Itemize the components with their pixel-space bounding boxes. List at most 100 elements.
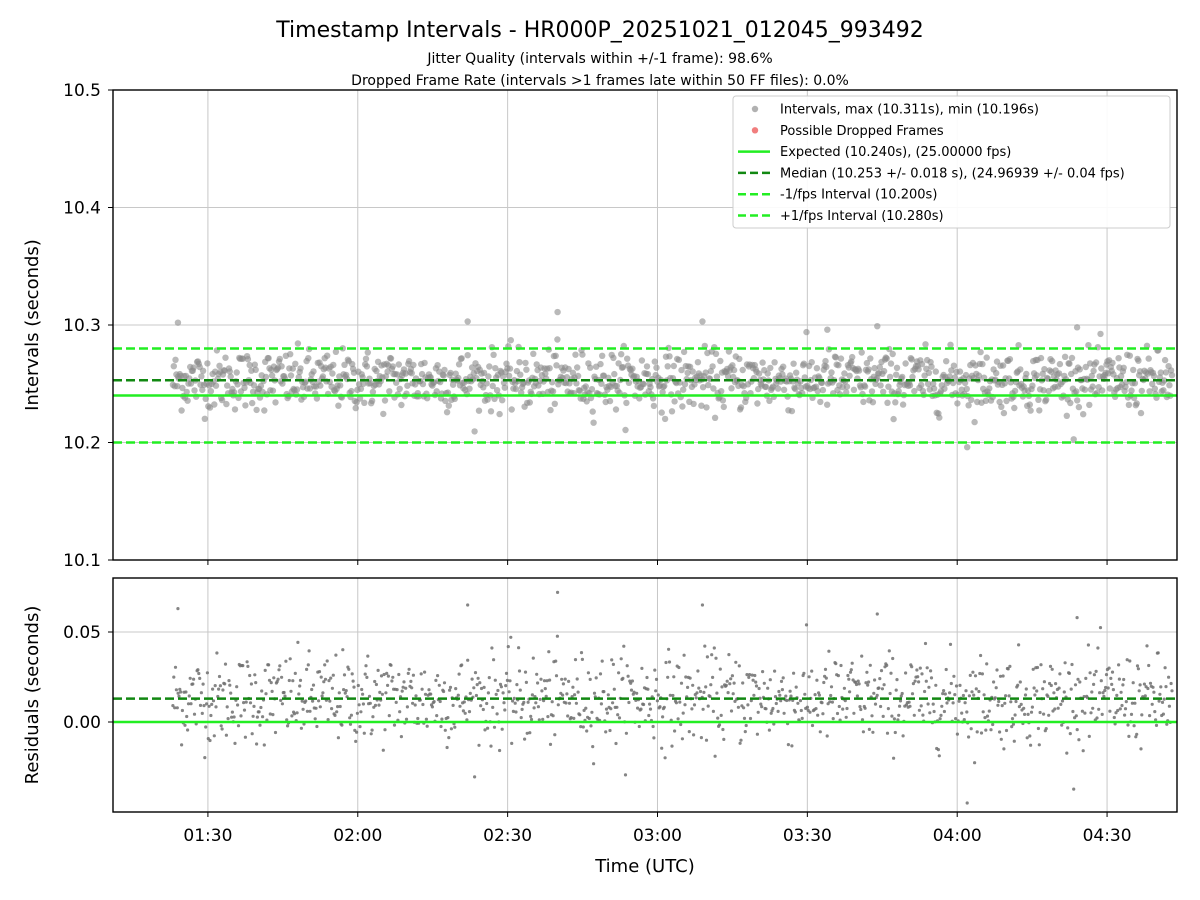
interval-point (190, 364, 197, 371)
residual-point (277, 668, 281, 672)
residual-point (578, 713, 582, 717)
residual-point (376, 668, 380, 673)
residual-point (629, 681, 633, 685)
residual-point (821, 712, 825, 716)
residual-point (554, 674, 559, 678)
residual-point (824, 676, 828, 680)
residual-point (611, 701, 615, 705)
residual-point (1075, 616, 1079, 620)
residual-point (716, 716, 720, 720)
intervals-y-tick-label: 10.1 (63, 551, 101, 571)
residual-point (494, 692, 498, 697)
residual-point (252, 704, 256, 709)
legend-marker (751, 105, 759, 113)
interval-point (186, 375, 193, 382)
residual-point (1004, 728, 1009, 733)
residual-point (600, 659, 604, 663)
interval-point (606, 397, 614, 405)
residual-point (466, 603, 470, 607)
residual-point (839, 663, 843, 668)
residual-point (712, 646, 716, 650)
residual-point (329, 676, 333, 680)
interval-point (681, 381, 689, 388)
residual-point (710, 653, 714, 657)
residual-point (330, 686, 334, 690)
interval-point (1035, 396, 1042, 403)
residual-point (582, 708, 586, 713)
residual-point (701, 707, 705, 711)
residual-point (569, 716, 573, 720)
interval-point (464, 318, 471, 325)
interval-point (915, 366, 922, 373)
interval-point (850, 386, 858, 393)
interval-point (1015, 342, 1022, 349)
residual-point (845, 706, 849, 711)
residual-point (189, 702, 193, 706)
residual-point (938, 717, 942, 721)
residual-point (1167, 675, 1171, 679)
residual-point (176, 607, 180, 611)
residual-point (792, 671, 796, 675)
residual-point (757, 686, 761, 691)
residual-point (1017, 705, 1022, 709)
residual-point (517, 669, 522, 673)
residual-point (470, 677, 474, 681)
residual-point (637, 724, 641, 729)
interval-point (1061, 353, 1069, 360)
residual-point (636, 706, 640, 710)
interval-point (233, 369, 240, 376)
residual-point (1087, 734, 1091, 739)
interval-point (1040, 387, 1047, 394)
residual-point (404, 717, 409, 721)
residual-point (704, 738, 709, 742)
residual-point (1160, 700, 1165, 705)
residual-point (214, 705, 218, 709)
interval-point (1128, 387, 1135, 394)
interval-point (883, 355, 890, 362)
residual-point (841, 707, 845, 711)
residual-point (310, 687, 314, 692)
interval-point (941, 385, 948, 392)
residual-point (563, 677, 567, 681)
residual-point (446, 716, 450, 720)
residual-point (1135, 732, 1139, 736)
residual-point (948, 691, 952, 695)
residual-point (371, 715, 375, 719)
residual-point (896, 718, 900, 722)
residual-point (764, 707, 768, 711)
interval-point (954, 400, 961, 407)
residual-point (615, 705, 619, 709)
residual-point (996, 703, 1000, 707)
interval-point (310, 368, 317, 375)
residual-point (964, 689, 968, 693)
residual-point (656, 693, 660, 697)
residual-point (501, 691, 505, 695)
residual-point (680, 737, 685, 741)
residual-point (991, 722, 995, 727)
residual-point (1159, 685, 1163, 689)
residual-point (289, 689, 293, 693)
interval-point (1000, 409, 1008, 417)
residual-point (510, 699, 515, 703)
interval-point (1081, 386, 1089, 393)
interval-point (574, 372, 582, 380)
residual-point (334, 653, 338, 657)
interval-point (1090, 367, 1097, 375)
residual-point (1086, 643, 1090, 647)
residual-point (916, 675, 920, 679)
residual-point (948, 642, 953, 647)
residual-point (1028, 734, 1032, 738)
residual-point (529, 717, 534, 722)
residual-point (1140, 713, 1144, 717)
interval-point (892, 399, 899, 406)
residual-point (734, 660, 738, 664)
residual-point (1117, 663, 1121, 667)
interval-point (356, 395, 364, 402)
residual-point (404, 686, 408, 690)
interval-point (523, 366, 530, 373)
residual-point (550, 700, 554, 704)
intervals-reference-lines (113, 347, 1177, 444)
residual-point (567, 701, 572, 705)
residual-point (1003, 701, 1007, 705)
interval-point (364, 349, 371, 356)
